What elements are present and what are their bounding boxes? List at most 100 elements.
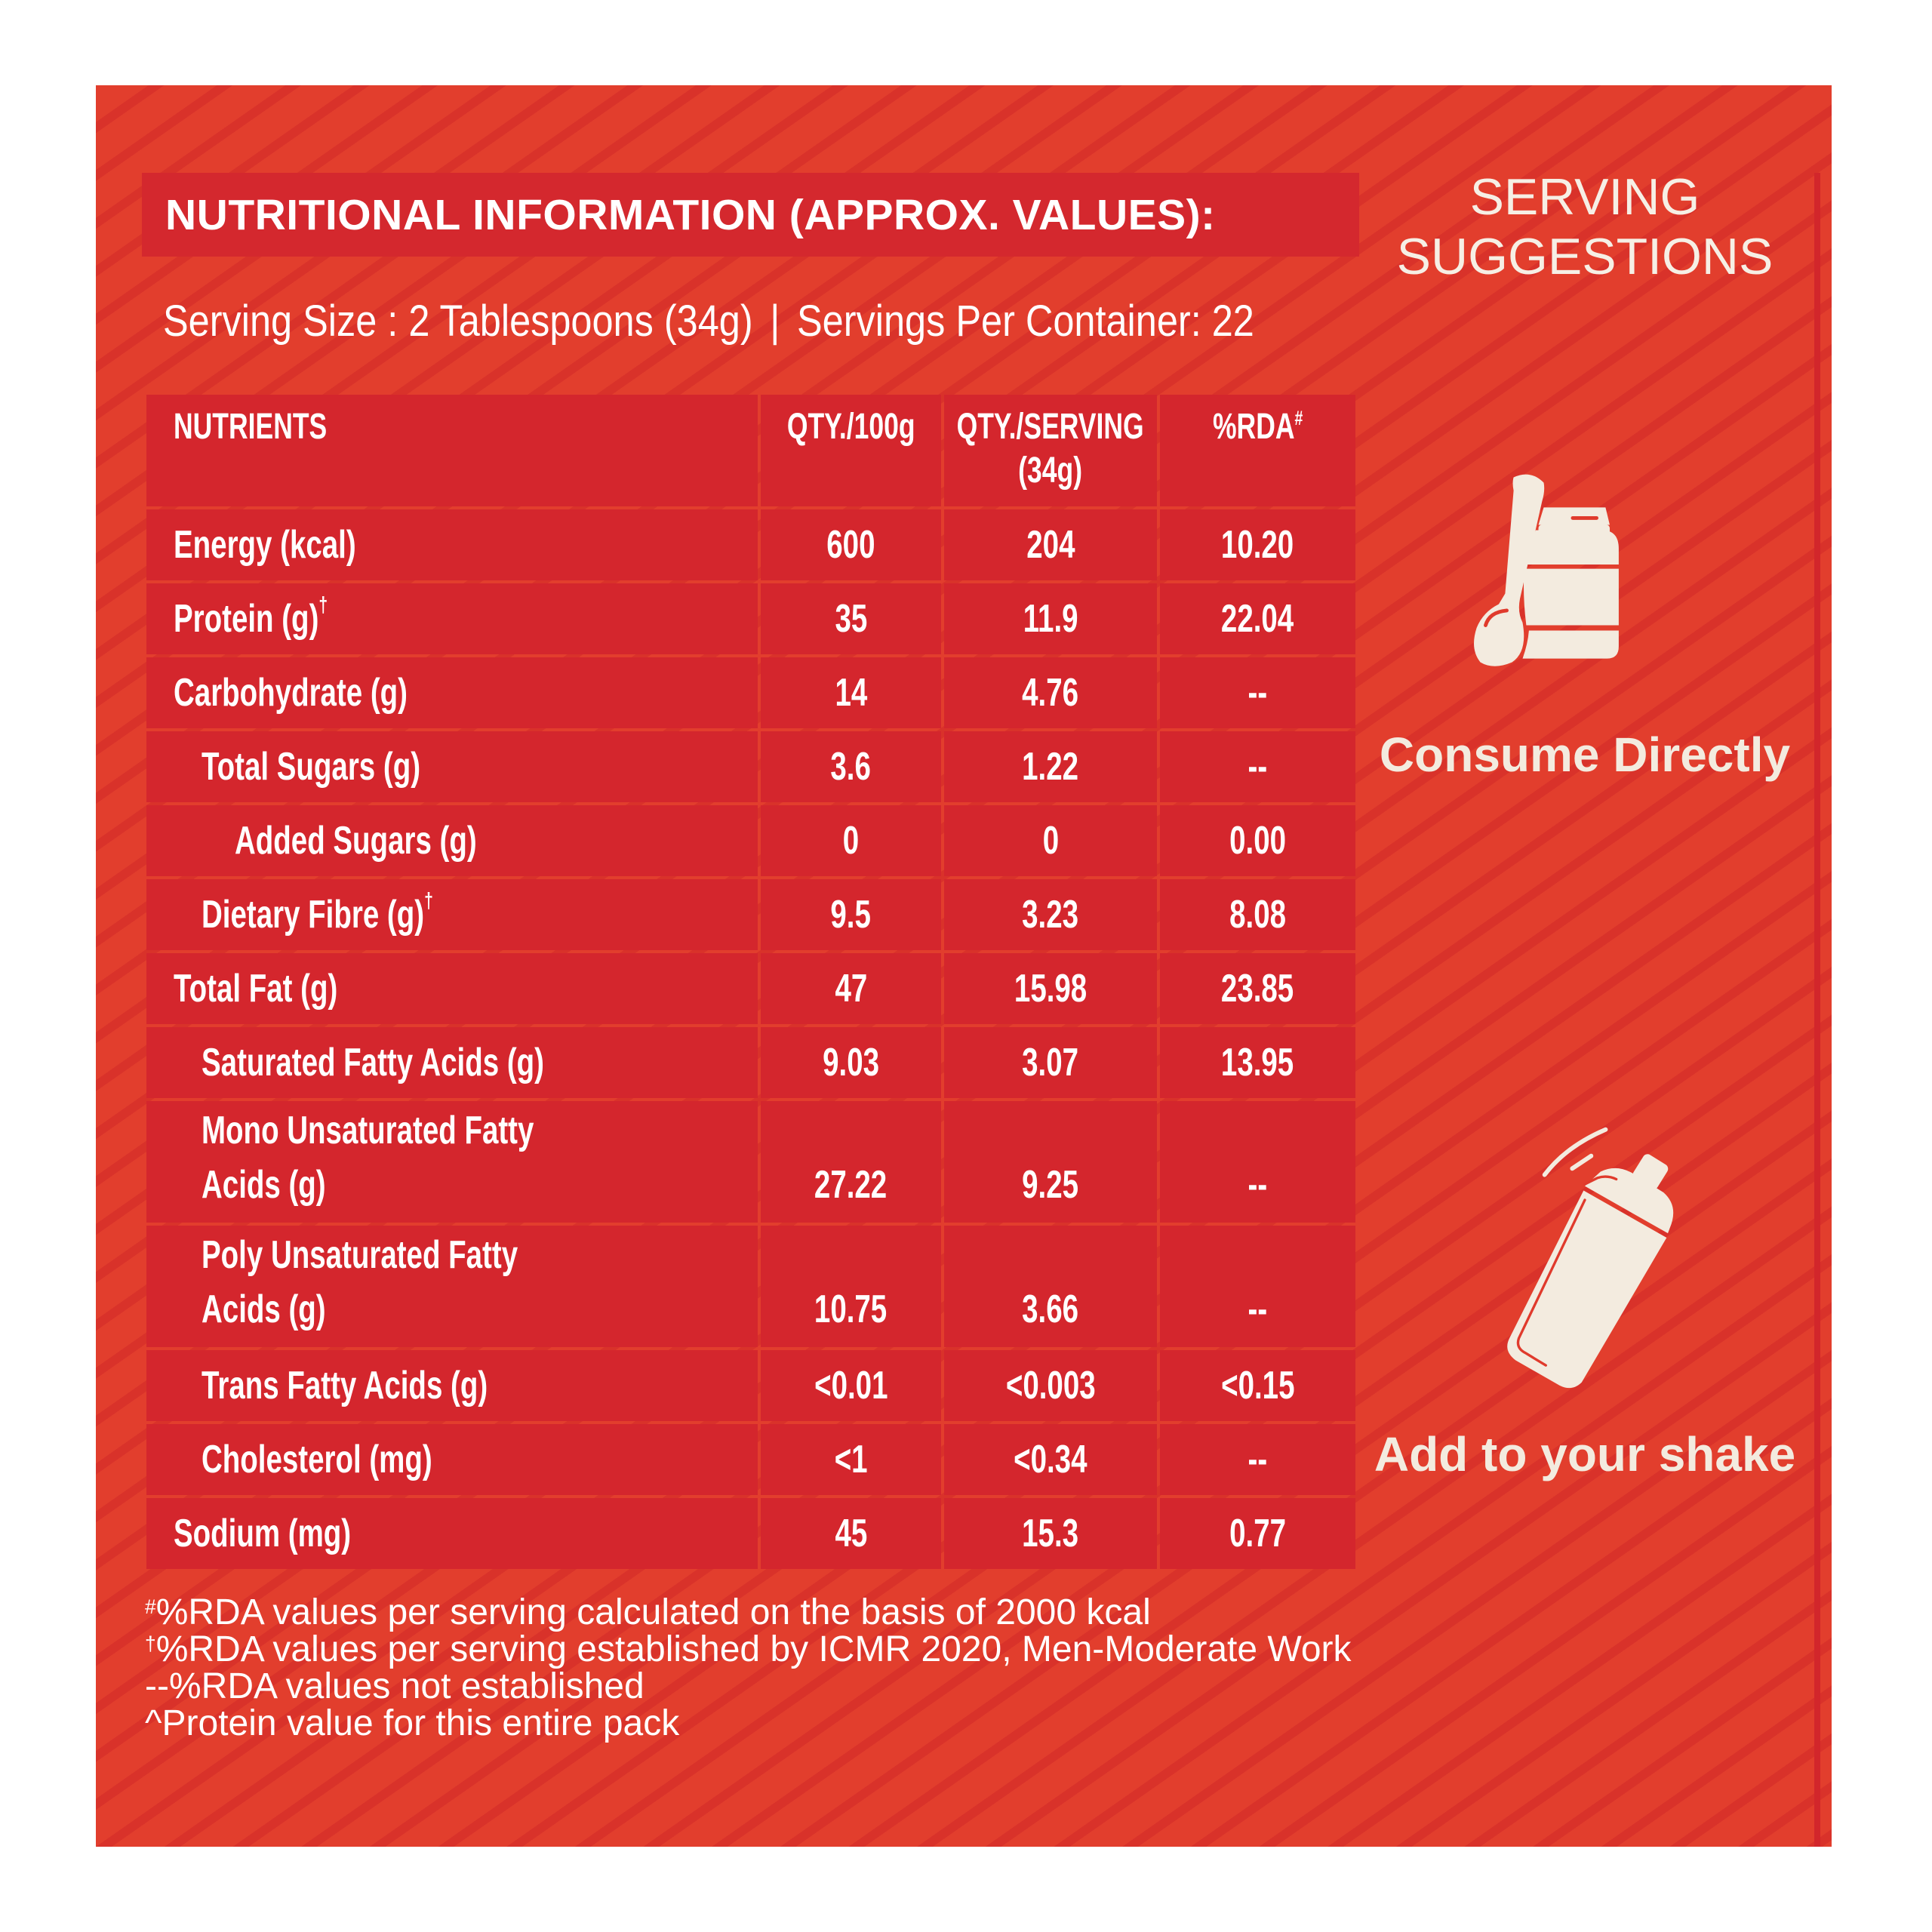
qty-per-serving: 3.07 — [944, 1027, 1157, 1098]
footnote: --%RDA values not established — [145, 1668, 1367, 1705]
nutrient-label: Sodium (mg) — [146, 1498, 758, 1569]
nutrient-label: Dietary Fibre (g)† — [146, 879, 758, 950]
nutrient-label: Added Sugars (g) — [146, 805, 758, 876]
qty-per-100g: 35 — [761, 583, 941, 654]
qty-per-serving: 204 — [944, 509, 1157, 580]
text: 3.66 — [1022, 1287, 1079, 1331]
text: Mono Unsaturated Fatty Acids (g) — [202, 1109, 534, 1207]
footnote: ^Protein value for this entire pack — [145, 1705, 1367, 1742]
text: Add to your shake — [1374, 1427, 1796, 1481]
separator: | — [770, 297, 780, 346]
text: 1.22 — [1022, 745, 1079, 789]
text: <1 — [834, 1438, 868, 1481]
right-border — [1814, 173, 1820, 1847]
text: 4.76 — [1022, 671, 1079, 715]
page-title: NUTRITIONAL INFORMATION (APPROX. VALUES)… — [165, 190, 1216, 239]
text: %RDA values per serving established by I… — [155, 1629, 1352, 1669]
text: 9.03 — [823, 1041, 879, 1084]
qty-per-100g: 3.6 — [761, 731, 941, 802]
rda-percent: 0.77 — [1160, 1498, 1355, 1569]
nutrient-label: Trans Fatty Acids (g) — [146, 1350, 758, 1421]
rda-percent: <0.15 — [1160, 1350, 1355, 1421]
nutrient-label: Protein (g)† — [146, 583, 758, 654]
text: -- — [1247, 1163, 1268, 1207]
text: Poly Unsaturated Fatty Acids (g) — [202, 1233, 518, 1331]
text: 3.07 — [1022, 1041, 1079, 1084]
rda-percent: -- — [1160, 1424, 1355, 1495]
text: -- — [1247, 1438, 1268, 1481]
text: 3.23 — [1022, 893, 1079, 937]
text: <0.01 — [814, 1364, 888, 1407]
text: Consume Directly — [1379, 728, 1791, 782]
suggestion-consume-directly: Consume Directly — [1374, 724, 1796, 786]
rda-percent: -- — [1160, 657, 1355, 728]
nutrient-label: Total Sugars (g) — [146, 731, 758, 802]
text: Added Sugars (g) — [235, 819, 477, 863]
rda-percent: 10.20 — [1160, 509, 1355, 580]
text: Protein (g) — [174, 597, 319, 641]
text: 10.75 — [814, 1287, 888, 1331]
text: † — [145, 1632, 156, 1655]
text: -- — [1247, 671, 1268, 715]
qty-per-100g: 27.22 — [761, 1101, 941, 1223]
text: # — [145, 1595, 156, 1618]
text: 14 — [835, 671, 867, 715]
text: Trans Fatty Acids (g) — [202, 1364, 488, 1407]
qty-per-serving: 3.66 — [944, 1226, 1157, 1347]
text: 47 — [835, 967, 867, 1011]
text: 10.20 — [1221, 523, 1294, 567]
text: 0.00 — [1229, 819, 1286, 863]
footnote-mark: † — [318, 593, 328, 617]
text: 0.77 — [1229, 1512, 1286, 1555]
text: 8.08 — [1229, 893, 1286, 937]
jar-spoon-icon — [1474, 474, 1619, 666]
text: --%RDA values not established — [145, 1666, 645, 1706]
text: <0.15 — [1220, 1364, 1295, 1407]
header-rda: %RDA# — [1160, 395, 1355, 506]
text: %RDA — [1212, 407, 1295, 447]
header-qty-100g: QTY./100g — [761, 395, 941, 506]
text: Energy (kcal) — [174, 523, 356, 567]
text: 27.22 — [814, 1163, 888, 1207]
nutrient-label: Saturated Fatty Acids (g) — [146, 1027, 758, 1098]
text: Saturated Fatty Acids (g) — [202, 1041, 544, 1084]
qty-per-serving: <0.34 — [944, 1424, 1157, 1495]
header-nutrients: NUTRIENTS — [146, 395, 758, 506]
qty-per-serving: 4.76 — [944, 657, 1157, 728]
qty-per-100g: <0.01 — [761, 1350, 941, 1421]
text: SERVING SUGGESTIONS — [1396, 168, 1774, 285]
qty-per-100g: 14 — [761, 657, 941, 728]
text: 23.85 — [1221, 967, 1294, 1011]
qty-per-serving: 15.3 — [944, 1498, 1157, 1569]
text: Cholesterol (mg) — [202, 1438, 432, 1481]
footnote-mark: † — [424, 889, 433, 913]
qty-per-serving: 11.9 — [944, 583, 1157, 654]
title-bar: NUTRITIONAL INFORMATION (APPROX. VALUES)… — [142, 173, 1359, 257]
serving-info: Serving Size : 2 Tablespoons (34g) | Servi… — [163, 296, 1254, 346]
qty-per-100g: 47 — [761, 953, 941, 1024]
nutrition-table: NUTRIENTS QTY./100g QTY./SERVING (34g) %… — [146, 395, 1355, 1569]
qty-per-100g: 9.03 — [761, 1027, 941, 1098]
text: 35 — [835, 597, 867, 641]
text: NUTRIENTS — [174, 407, 328, 447]
header-qty-serving: QTY./SERVING (34g) — [944, 395, 1157, 506]
text: 0 — [1042, 819, 1059, 863]
text: -- — [1247, 745, 1268, 789]
text: <0.003 — [1005, 1364, 1096, 1407]
text: %RDA values per serving calculated on th… — [155, 1592, 1151, 1632]
text: 204 — [1026, 523, 1075, 567]
qty-per-serving: 3.23 — [944, 879, 1157, 950]
serving-size: Serving Size : 2 Tablespoons (34g) — [163, 297, 753, 346]
qty-per-100g: 9.5 — [761, 879, 941, 950]
text: 9.25 — [1022, 1163, 1079, 1207]
nutrient-label: Cholesterol (mg) — [146, 1424, 758, 1495]
nutrient-label: Carbohydrate (g) — [146, 657, 758, 728]
footnote: #%RDA values per serving calculated on t… — [145, 1594, 1367, 1631]
text: Dietary Fibre (g) — [202, 893, 425, 937]
rda-percent: -- — [1160, 1226, 1355, 1347]
rda-percent: 22.04 — [1160, 583, 1355, 654]
shaker-icon — [1507, 1127, 1674, 1389]
footnote: †%RDA values per serving established by … — [145, 1631, 1367, 1668]
rda-percent: 13.95 — [1160, 1027, 1355, 1098]
qty-per-100g: 45 — [761, 1498, 941, 1569]
